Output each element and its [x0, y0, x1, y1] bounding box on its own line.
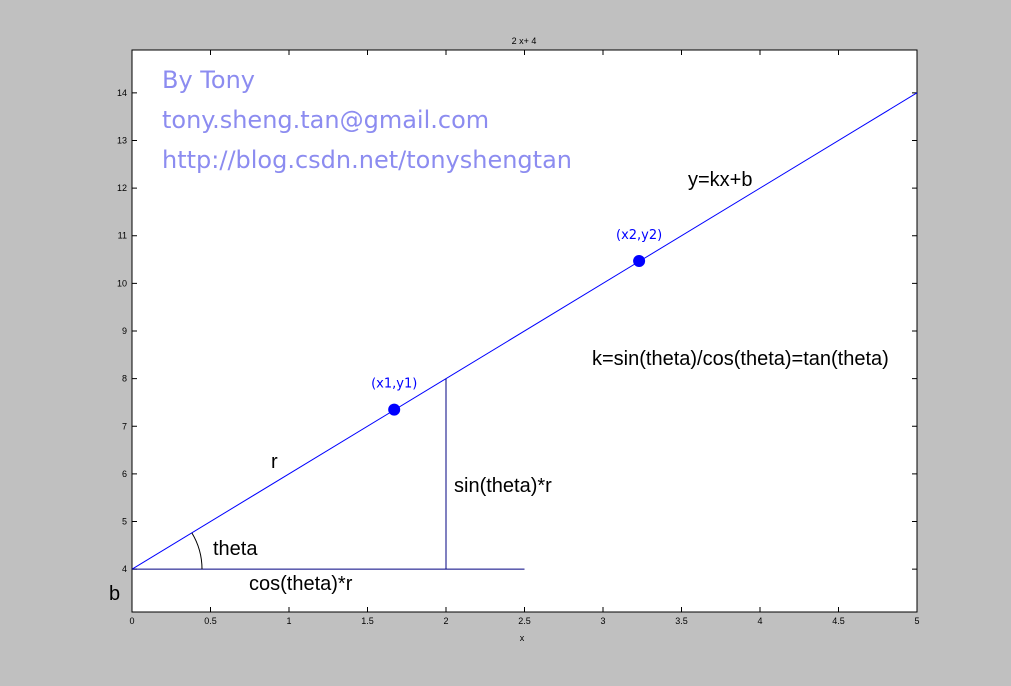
y-tick-label: 14 — [117, 88, 127, 98]
data-point — [633, 254, 646, 267]
x-tick-label: 0.5 — [204, 616, 217, 626]
x-tick-label: 5 — [914, 616, 919, 626]
y-tick-label: 7 — [122, 421, 127, 431]
adjacent-label: cos(theta)*r — [249, 573, 353, 595]
x-tick-label: 0 — [129, 616, 134, 626]
y-tick-label: 8 — [122, 374, 127, 384]
points-layer: (x1,y1) (x2,y2) — [371, 228, 662, 416]
y-tick-label: 11 — [118, 231, 127, 241]
x-tick-label: 4 — [757, 616, 762, 626]
y-tick-label: 12 — [117, 183, 127, 193]
x-tick-label: 1.5 — [361, 616, 374, 626]
theta-arc — [191, 532, 203, 570]
y-tick-label: 6 — [122, 469, 127, 479]
y-tick-label: 13 — [117, 135, 127, 145]
opposite-label: sin(theta)*r — [454, 475, 552, 497]
intercept-label: b — [109, 583, 120, 605]
y-tick-label: 9 — [122, 326, 127, 336]
watermark-url: http://blog.csdn.net/tonyshengtan — [162, 146, 572, 174]
y-tick-label: 4 — [122, 564, 127, 574]
y-tick-label: 5 — [122, 517, 127, 527]
y-axis-ticks: 4 5 6 7 8 9 10 11 12 13 14 — [117, 88, 917, 574]
slope-label: k=sin(theta)/cos(theta)=tan(theta) — [592, 348, 889, 370]
x-tick-label: 2.5 — [518, 616, 531, 626]
x-axis-label: x — [520, 633, 525, 643]
x-tick-label: 2 — [443, 616, 448, 626]
x-axis-ticks: 0 0.5 1 1.5 2 2.5 3 3.5 4 4.5 5 — [129, 50, 920, 626]
x-tick-label: 1 — [286, 616, 291, 626]
watermark: By Tony tony.sheng.tan@gmail.com http://… — [162, 66, 572, 174]
y-tick-label: 10 — [117, 278, 127, 288]
theta-label: theta — [213, 538, 258, 560]
equation-label: y=kx+b — [688, 169, 752, 191]
watermark-author: By Tony — [162, 66, 255, 94]
x-tick-label: 4.5 — [832, 616, 845, 626]
data-point — [388, 403, 401, 416]
series-layer — [131, 92, 918, 570]
watermark-email: tony.sheng.tan@gmail.com — [162, 106, 489, 134]
x-tick-label: 3 — [600, 616, 605, 626]
point-label: (x1,y1) — [371, 377, 417, 392]
point-label: (x2,y2) — [616, 228, 662, 243]
series-line — [131, 92, 918, 570]
radius-label: r — [271, 451, 278, 473]
x-tick-label: 3.5 — [675, 616, 688, 626]
chart-title: 2 x+ 4 — [512, 36, 537, 46]
